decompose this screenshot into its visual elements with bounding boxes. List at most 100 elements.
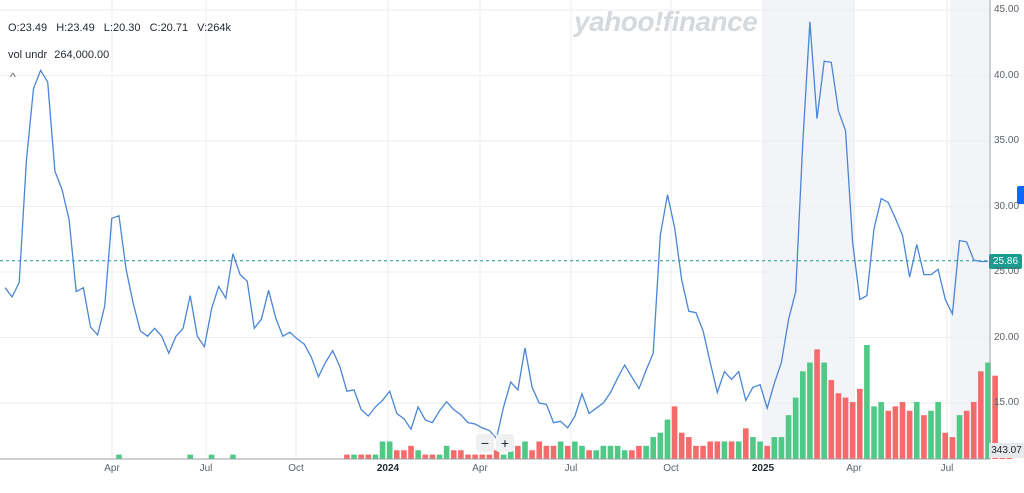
side-panel-tab[interactable] [1017, 186, 1024, 204]
volume-bar [700, 445, 706, 459]
collapse-chevron-icon[interactable]: ^ [10, 70, 16, 84]
volume-bar [187, 454, 194, 459]
volume-bar [821, 362, 827, 459]
zoom-controls: − + [476, 434, 514, 452]
volume-bar [750, 437, 756, 459]
volume-bar [693, 445, 699, 459]
volume-bar [564, 445, 571, 459]
y-tick-label: 15.00 [994, 397, 1020, 408]
volume-bar [529, 450, 535, 459]
volume-bar [116, 454, 122, 459]
volume-indicator-label: vol undr [8, 49, 48, 61]
volume-bar [344, 454, 350, 459]
volume-bar [992, 375, 998, 459]
x-tick-label: 2025 [751, 463, 775, 474]
volume-bar [393, 450, 400, 459]
volume-bar [792, 397, 799, 459]
volume-bar [743, 428, 749, 459]
volume-bar [593, 450, 600, 459]
volume-bar [764, 445, 770, 459]
volume-bar [664, 419, 671, 459]
volume-bar [657, 432, 664, 459]
volume-bar [963, 410, 970, 459]
volume-bar [735, 441, 742, 459]
volume-bar [579, 445, 585, 459]
volume-bar [849, 402, 856, 459]
open-value: O:23.49 [8, 22, 48, 34]
y-tick-label: 30.00 [994, 200, 1020, 212]
volume-bar [493, 450, 500, 459]
volume-bar [985, 362, 991, 459]
volume-bar [892, 406, 899, 459]
zoom-out-button[interactable]: − [476, 434, 494, 452]
volume-bar [486, 454, 493, 459]
volume-bar [978, 371, 984, 459]
volume-bar [906, 410, 913, 459]
volume-bar [814, 349, 820, 459]
volume-bar [650, 437, 657, 459]
volume-bar [643, 445, 649, 459]
volume-bar [942, 432, 949, 459]
x-tick-label: Jul [940, 463, 954, 474]
x-tick-label: Apr [472, 463, 488, 474]
y-tick-label: 20.00 [994, 331, 1020, 343]
volume-bar [970, 402, 977, 459]
volume-bar [500, 454, 507, 459]
yahoo-finance-watermark: yahoo!finance [574, 6, 758, 37]
volume-value: V:264k [197, 22, 231, 34]
y-tick-label: 25.00 [994, 266, 1020, 277]
volume-bar [550, 445, 557, 459]
volume-bar [436, 454, 443, 459]
x-tick-label: Oct [288, 463, 304, 474]
volume-bar [728, 441, 735, 459]
zoom-in-button[interactable]: + [496, 434, 514, 452]
volume-bar [928, 410, 934, 459]
volume-bar [935, 402, 941, 459]
volume-indicator: vol undr 264,000.00 [8, 49, 113, 61]
volume-bar [230, 454, 236, 459]
volume-bar [351, 454, 357, 459]
volume-bar [807, 362, 813, 459]
current-price-tag: 25.86 [989, 254, 1022, 269]
volume-bar [507, 445, 514, 459]
ohlc-readout: O:23.49 H:23.49 L:20.30 C:20.71 V:264k [8, 22, 237, 34]
volume-bar [799, 371, 806, 459]
volume-bar [629, 450, 635, 459]
x-tick-label: Apr [104, 463, 120, 474]
volume-bar [856, 388, 863, 459]
x-tick-label: Jul [564, 463, 578, 474]
volume-bar [415, 450, 421, 459]
x-tick-label: Oct [663, 463, 679, 474]
low-value: L:20.30 [103, 22, 141, 34]
x-tick-label: Jul [199, 463, 213, 474]
volume-bar [543, 445, 550, 459]
volume-bar [557, 441, 564, 459]
volume-bar [365, 454, 372, 459]
volume-bar [878, 402, 884, 459]
volume-bar [828, 380, 835, 459]
volume-bar [921, 415, 927, 459]
volume-bar [835, 393, 842, 459]
volume-bar [956, 415, 963, 459]
volume-bar [522, 441, 528, 459]
volume-bar [472, 454, 478, 459]
volume-bar [721, 441, 728, 459]
volume-bar [600, 445, 607, 459]
volume-bar [678, 432, 685, 459]
volume-bar [450, 450, 457, 459]
volume-bar [949, 437, 956, 459]
volume-bar [842, 397, 849, 459]
volume-bar [707, 441, 713, 459]
volume-axis-tag: 343.07 [989, 443, 1024, 458]
volume-bar [771, 437, 778, 459]
volume-bar [572, 441, 578, 459]
volume-bar [607, 445, 614, 459]
highlight-shading [762, 0, 990, 459]
x-tick-label: 2024 [376, 463, 400, 474]
volume-bar [671, 406, 678, 459]
volume-bar [785, 415, 792, 459]
volume-bar [864, 345, 870, 459]
volume-bar [443, 445, 450, 459]
y-tick-label: 45.00 [994, 4, 1020, 15]
